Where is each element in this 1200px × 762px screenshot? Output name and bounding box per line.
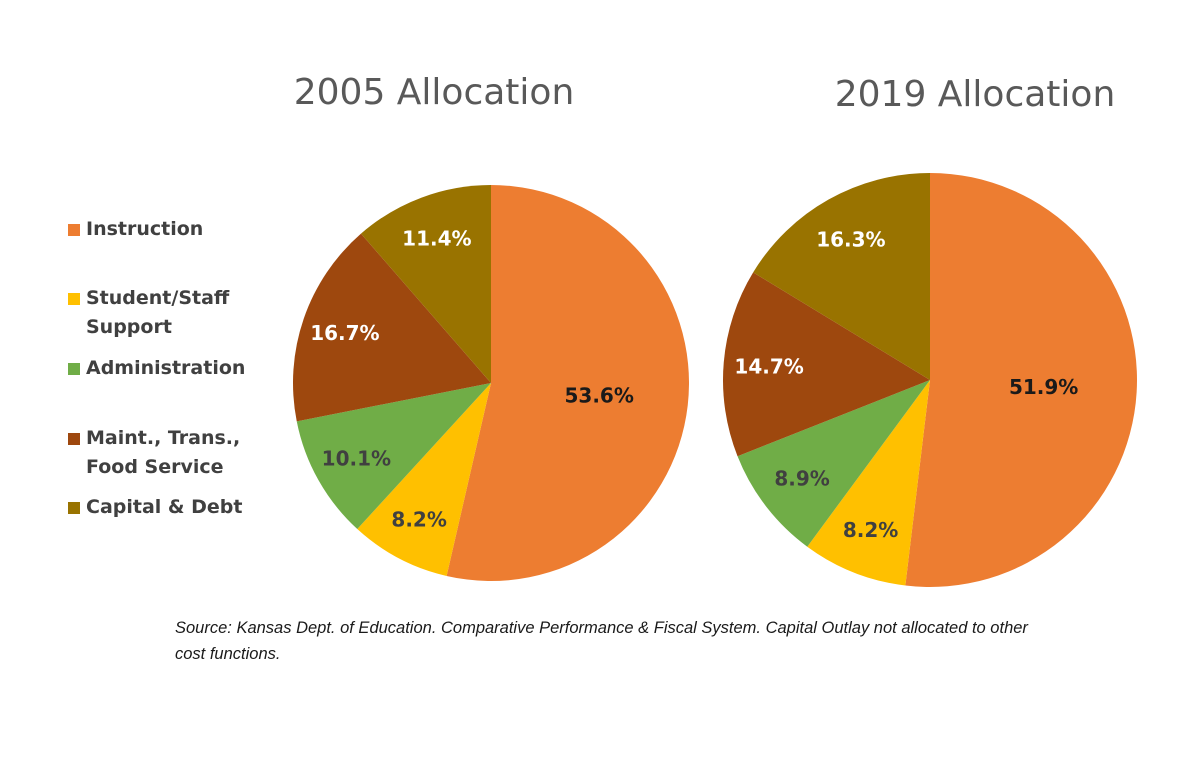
pie-slice — [753, 173, 930, 380]
legend-label: Administration — [86, 357, 246, 379]
legend-swatch — [68, 224, 80, 236]
legend-swatch — [68, 502, 80, 514]
legend-label: Maint., Trans., Food Service — [86, 427, 241, 478]
data-label: 11.4% — [402, 226, 471, 250]
data-label: 8.2% — [391, 508, 446, 532]
legend-item-student-staff-support: Student/Staff Support — [68, 284, 236, 342]
data-label: 16.7% — [310, 321, 379, 345]
data-label: 51.9% — [1009, 375, 1078, 399]
pie-slice — [360, 185, 491, 383]
legend-swatch — [68, 293, 80, 305]
pie-0: 53.6% 8.2% 10.1% 16.7% 11.4% — [293, 185, 690, 581]
chart-title-2019: 2019 Allocation — [834, 74, 1116, 115]
legend-item-administration: Administration — [68, 354, 256, 383]
source-note: Source: Kansas Dept. of Education. Compa… — [175, 619, 1028, 663]
pie-slice — [737, 380, 930, 547]
pie-slice — [807, 380, 930, 586]
pie-slice — [446, 185, 690, 581]
pie-slice — [723, 272, 930, 457]
legend-swatch — [68, 363, 80, 375]
legend-item-instruction: Instruction — [68, 215, 256, 244]
pie-slice — [905, 173, 1138, 587]
pie-slice — [357, 383, 491, 576]
legend-item-maint-trans-food: Maint., Trans., Food Service — [68, 424, 246, 482]
legend-label: Instruction — [86, 218, 204, 240]
pie-slice — [293, 233, 491, 422]
data-label: 8.2% — [843, 518, 898, 542]
data-label: 8.9% — [774, 467, 829, 491]
legend-label: Capital & Debt — [86, 496, 243, 518]
pie-1: 51.9% 8.2% 8.9% 14.7% 16.3% — [723, 173, 1138, 587]
data-label: 53.6% — [565, 383, 634, 407]
legend-item-capital-debt: Capital & Debt — [68, 493, 256, 522]
chart-title-2005: 2005 Allocation — [293, 72, 575, 113]
data-label: 16.3% — [816, 227, 885, 251]
data-label: 10.1% — [322, 447, 391, 471]
pie-slice — [296, 383, 491, 530]
legend-swatch — [68, 433, 80, 445]
data-label: 14.7% — [734, 354, 803, 378]
legend-label: Student/Staff Support — [86, 287, 230, 338]
